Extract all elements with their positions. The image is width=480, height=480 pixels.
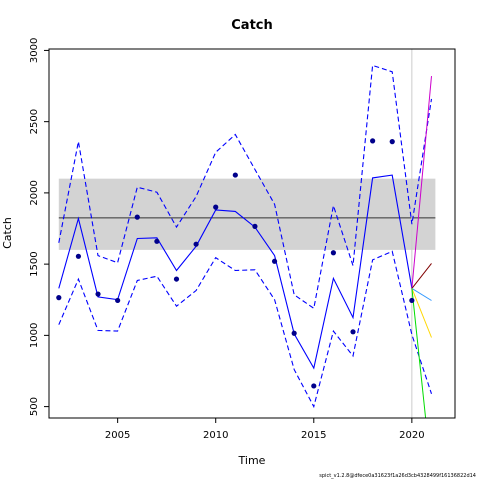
data-point	[232, 172, 238, 178]
data-point	[134, 214, 140, 220]
y-tick-label: 500	[29, 397, 40, 416]
y-tick-label: 2000	[29, 180, 40, 205]
x-tick-label: 2010	[203, 430, 228, 441]
data-point	[56, 295, 62, 301]
data-point	[115, 297, 121, 304]
data-point	[350, 329, 356, 335]
data-point	[389, 139, 395, 145]
data-point	[271, 258, 278, 264]
x-tick-label: 2015	[301, 430, 326, 441]
projection-line-4	[411, 288, 432, 338]
data-point	[213, 204, 219, 210]
data-point	[291, 330, 297, 336]
plot-frame	[48, 48, 456, 419]
y-tick-label: 2500	[29, 109, 40, 134]
reference-band	[58, 178, 436, 250]
projection-line-5	[411, 288, 427, 418]
x-axis-label: Time	[238, 454, 266, 467]
data-point	[370, 138, 376, 144]
x-tick-label: 2020	[399, 430, 424, 441]
x-tick-label: 2005	[105, 430, 130, 441]
data-point	[154, 238, 160, 244]
data-point	[193, 241, 199, 247]
series-line-lower	[58, 250, 433, 409]
data-point	[173, 276, 180, 282]
y-axis-label: Catch	[1, 217, 14, 249]
y-tick-label: 3000	[29, 38, 40, 63]
chart-title: Catch	[231, 18, 273, 33]
data-point	[75, 253, 82, 259]
series-line-upper	[58, 64, 433, 310]
data-point	[330, 250, 336, 256]
projection-line-2	[411, 263, 432, 289]
version-footer: spict_v1.2.8@dfece0a31623f1a26d3cb432849…	[319, 473, 476, 479]
projection-line-1	[411, 76, 432, 289]
projection-line-3	[411, 287, 432, 301]
data-point	[252, 223, 258, 229]
data-point	[95, 291, 101, 297]
data-point	[409, 297, 415, 304]
plot-area: 2005 2010 2015 2020 500 1000 1500 2000 2500 3000	[29, 38, 456, 441]
y-tick-label: 1000	[29, 323, 40, 348]
y-tick-label: 1500	[29, 251, 40, 276]
data-point	[311, 383, 317, 389]
